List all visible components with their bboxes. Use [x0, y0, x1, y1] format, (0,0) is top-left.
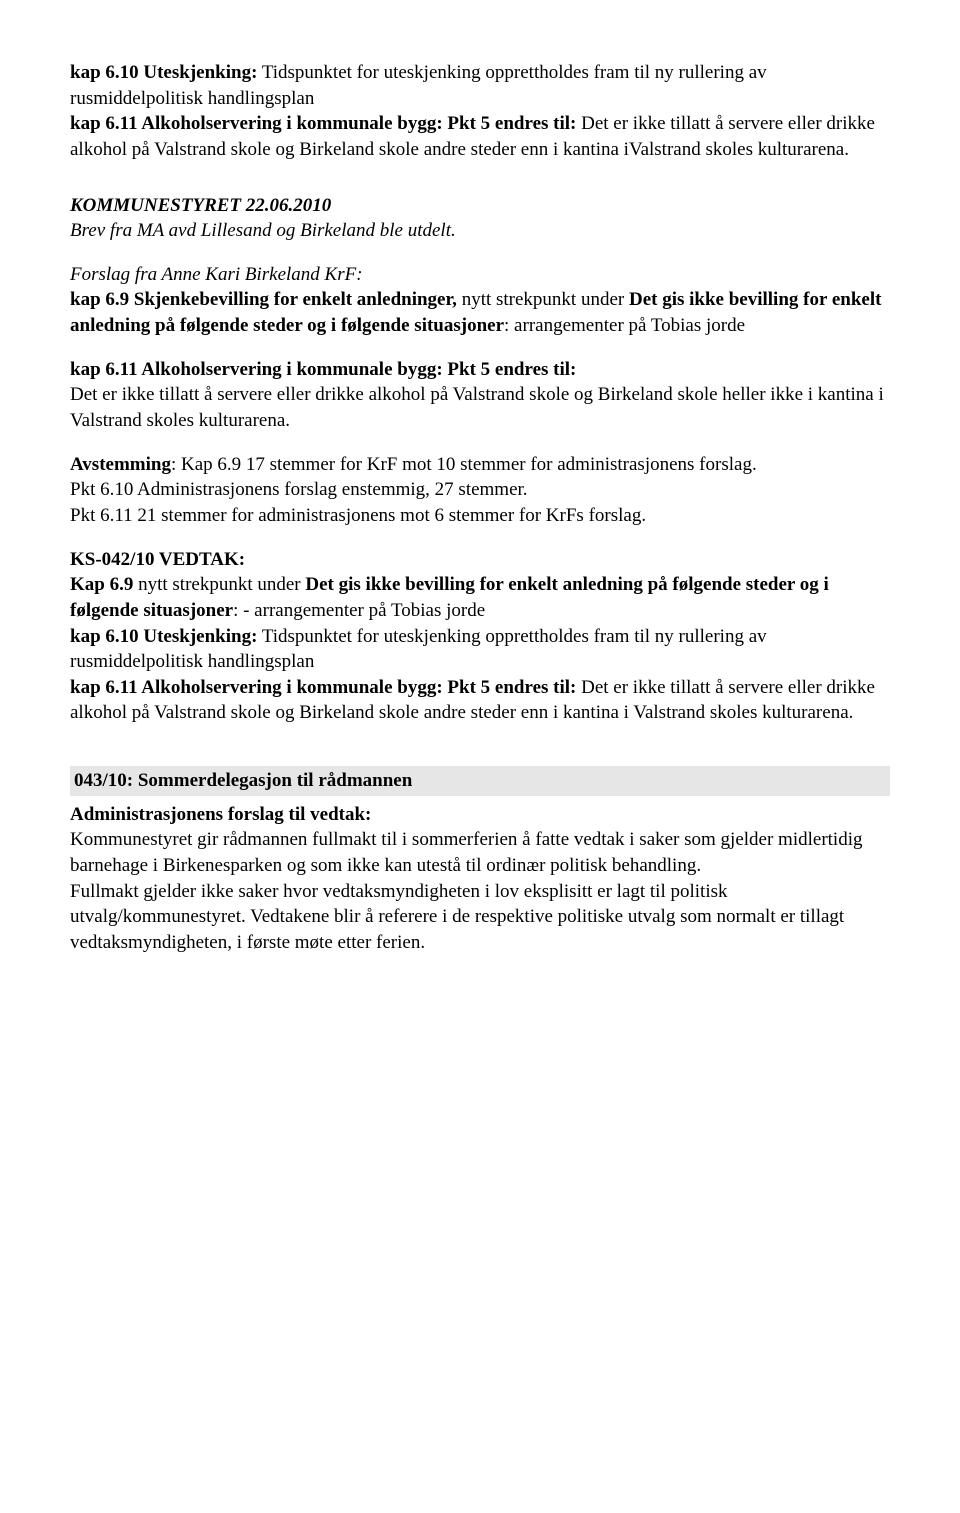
mid-kap-6-9: nytt strekpunkt under — [457, 289, 629, 310]
vedtak-heading: KS-042/10 VEDTAK: — [70, 547, 890, 573]
lead-vedtak-kap-6-11: kap 6.11 Alkoholservering i kommunale by… — [70, 677, 576, 698]
lead-kap-6-11-b: kap 6.11 Alkoholservering i kommunale by… — [70, 359, 576, 380]
lead-kap-6-9: kap 6.9 Skjenkebevilling for enkelt anle… — [70, 289, 457, 310]
paragraph-kap-6-11: kap 6.11 Alkoholservering i kommunale by… — [70, 111, 890, 162]
paragraph-pkt-6-11: Pkt 6.11 21 stemmer for administrasjonen… — [70, 503, 890, 529]
lead-kap-6-10: kap 6.10 Uteskjenking: — [70, 62, 257, 83]
paragraph-kap-6-9: kap 6.9 Skjenkebevilling for enkelt anle… — [70, 287, 890, 338]
lead-vedtak-kap-6-10: kap 6.10 Uteskjenking: — [70, 626, 257, 647]
lead-vedtak-kap-6-9: Kap 6.9 — [70, 574, 133, 595]
paragraph-admin-forslag-2: Fullmakt gjelder ikke saker hvor vedtaks… — [70, 879, 890, 956]
paragraph-kap-6-11-b: kap 6.11 Alkoholservering i kommunale by… — [70, 357, 890, 434]
paragraph-vedtak-kap-6-9: Kap 6.9 nytt strekpunkt under Det gis ik… — [70, 572, 890, 623]
tail-vedtak-kap-6-9: : - arrangementer på Tobias jorde — [233, 600, 485, 621]
kommunestyret-heading: KOMMUNESTYRET 22.06.2010 — [70, 195, 331, 216]
paragraph-vedtak-kap-6-11: kap 6.11 Alkoholservering i kommunale by… — [70, 675, 890, 726]
kommunestyret-note: Brev fra MA avd Lillesand og Birkeland b… — [70, 220, 456, 241]
lead-avstemming: Avstemming — [70, 454, 171, 475]
paragraph-avstemming: Avstemming: Kap 6.9 17 stemmer for KrF m… — [70, 452, 890, 478]
paragraph-kommunestyret: KOMMUNESTYRET 22.06.2010 Brev fra MA avd… — [70, 193, 890, 244]
admin-forslag-heading: Administrasjonens forslag til vedtak: — [70, 802, 890, 828]
paragraph-kap-6-10: kap 6.10 Uteskjenking: Tidspunktet for u… — [70, 60, 890, 111]
paragraph-pkt-6-10: Pkt 6.10 Administrasjonens forslag enste… — [70, 477, 890, 503]
text-kap-6-11-b: Det er ikke tillatt å servere eller drik… — [70, 384, 884, 431]
mid-vedtak-kap-6-9: nytt strekpunkt under — [133, 574, 305, 595]
paragraph-admin-forslag-1: Kommunestyret gir rådmannen fullmakt til… — [70, 827, 890, 878]
paragraph-vedtak-kap-6-10: kap 6.10 Uteskjenking: Tidspunktet for u… — [70, 624, 890, 675]
tail-kap-6-9: : arrangementer på Tobias jorde — [504, 315, 745, 336]
lead-kap-6-11: kap 6.11 Alkoholservering i kommunale by… — [70, 113, 576, 134]
text-avstemming: : Kap 6.9 17 stemmer for KrF mot 10 stem… — [171, 454, 757, 475]
forslag-heading: Forslag fra Anne Kari Birkeland KrF: — [70, 262, 890, 288]
section-header-043-10: 043/10: Sommerdelegasjon til rådmannen — [70, 766, 890, 796]
